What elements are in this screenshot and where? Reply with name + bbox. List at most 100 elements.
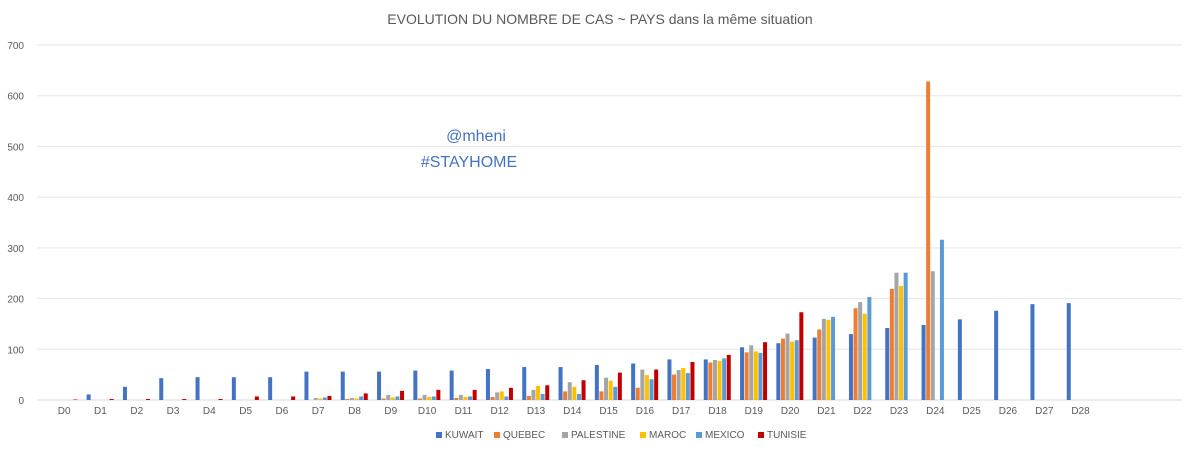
- bar-tunisie-d10: [436, 389, 441, 400]
- bar-mexico-d20: [794, 340, 799, 400]
- bar-maroc-d23: [899, 285, 904, 400]
- legend-item-quebec: QUEBEC: [494, 430, 545, 441]
- legend-label: QUEBEC: [503, 430, 545, 441]
- bar-mexico-d16: [649, 379, 654, 400]
- y-axis-ticks: 0 100 200 300 400 500 600 700: [7, 41, 24, 407]
- bar-quebec-d16: [635, 387, 640, 400]
- bar-tunisie-d18: [726, 354, 731, 400]
- bar-kuwait-d20: [776, 343, 781, 400]
- bar-quebec-d17: [672, 374, 677, 400]
- x-tick-label: D11: [455, 406, 473, 417]
- bar-maroc-d13: [536, 385, 541, 400]
- x-tick-label: D14: [563, 406, 582, 417]
- bar-mexico-d19: [758, 352, 763, 400]
- bar-palestine-d17: [676, 370, 681, 400]
- bar-palestine-d21: [821, 318, 826, 400]
- bar-palestine-d9: [386, 394, 391, 400]
- bar-quebec-d8: [345, 398, 350, 400]
- bar-tunisie-d16: [654, 369, 659, 400]
- bar-maroc-d15: [608, 380, 613, 400]
- bar-tunisie-d8: [363, 393, 368, 400]
- bar-tunisie-d2: [145, 398, 150, 400]
- x-tick-label: D16: [636, 406, 655, 417]
- x-tick-label: D15: [599, 406, 618, 417]
- bar-kuwait-d10: [413, 370, 418, 400]
- legend-swatch: [696, 432, 702, 438]
- x-tick-label: D7: [312, 406, 325, 417]
- bar-maroc-d10: [427, 396, 432, 400]
- chart-title: EVOLUTION DU NOMBRE DE CAS ~ PAYS dans l…: [387, 11, 812, 27]
- x-tick-label: D5: [239, 406, 252, 417]
- bar-kuwait-d24: [921, 324, 926, 400]
- x-tick-label: D24: [926, 406, 945, 417]
- bar-maroc-d19: [753, 351, 758, 400]
- bar-tunisie-d19: [763, 342, 768, 400]
- bar-quebec-d9: [381, 398, 386, 400]
- bar-tunisie-d5: [254, 396, 259, 400]
- legend-item-kuwait: KUWAIT: [436, 430, 484, 441]
- bar-tunisie-d0: [73, 399, 78, 400]
- bar-tunisie-d12: [508, 387, 513, 400]
- bar-quebec-d19: [744, 352, 749, 400]
- bar-quebec-d13: [526, 395, 531, 400]
- bar-kuwait-d9: [377, 371, 382, 400]
- legend-swatch: [494, 432, 500, 438]
- bar-palestine-d11: [458, 394, 463, 400]
- x-tick-label: D18: [708, 406, 727, 417]
- bar-maroc-d16: [644, 375, 649, 400]
- y-tick-label: 500: [7, 142, 24, 153]
- bar-mexico-d7: [322, 397, 327, 400]
- bar-kuwait-d12: [485, 369, 490, 400]
- bar-palestine-d7: [313, 397, 318, 400]
- x-tick-label: D4: [203, 406, 216, 417]
- legend-item-tunisie: TUNISIE: [758, 430, 807, 441]
- bar-maroc-d8: [354, 398, 359, 400]
- bar-mexico-d11: [468, 396, 473, 400]
- bar-kuwait-d15: [594, 365, 599, 400]
- bar-mexico-d21: [831, 316, 836, 400]
- watermark-hashtag: #STAYHOME: [421, 154, 517, 171]
- bar-maroc-d21: [826, 319, 831, 400]
- bar-mexico-d8: [359, 396, 364, 400]
- x-tick-label: D3: [167, 406, 180, 417]
- bar-kuwait-d3: [159, 378, 164, 400]
- legend-item-mexico: MEXICO: [696, 430, 745, 441]
- bar-quebec-d21: [817, 329, 822, 400]
- x-tick-label: D17: [672, 406, 691, 417]
- bar-mexico-d15: [613, 386, 618, 400]
- bar-kuwait-d23: [885, 327, 890, 400]
- x-tick-label: D13: [527, 406, 546, 417]
- bar-tunisie-d14: [581, 380, 586, 400]
- bar-kuwait-d19: [740, 347, 745, 400]
- x-tick-label: D21: [817, 406, 836, 417]
- x-tick-label: D23: [890, 406, 909, 417]
- x-axis-ticks: D0 D1 D2 D3 D4 D5 D6 D7 D8 D9 D10 D11 D12 D13 D14 D15 D1…: [58, 406, 1090, 417]
- bar-palestine-d15: [604, 377, 609, 400]
- bar-palestine-d12: [495, 392, 500, 400]
- bar-palestine-d20: [785, 333, 790, 400]
- bar-maroc-d14: [572, 386, 577, 400]
- legend-label: MEXICO: [705, 430, 745, 441]
- bar-palestine-d13: [531, 389, 536, 400]
- bar-quebec-d12: [490, 396, 495, 400]
- bar-kuwait-d28: [1066, 303, 1071, 400]
- bar-kuwait-d2: [122, 386, 127, 400]
- bar-quebec-d14: [563, 391, 568, 400]
- legend-label: TUNISIE: [767, 430, 807, 441]
- y-tick-label: 700: [7, 41, 24, 52]
- legend-swatch: [640, 432, 646, 438]
- bar-mexico-d12: [504, 396, 509, 400]
- watermark-handle: @mheni: [446, 128, 506, 145]
- bar-quebec-d23: [889, 288, 894, 400]
- bar-palestine-d22: [858, 302, 863, 400]
- bar-kuwait-d21: [812, 337, 817, 400]
- bar-kuwait-d26: [994, 310, 999, 400]
- y-tick-label: 600: [7, 92, 24, 103]
- x-tick-label: D28: [1071, 406, 1090, 417]
- gridlines: [37, 44, 1182, 401]
- bar-maroc-d7: [318, 398, 323, 400]
- legend-label: KUWAIT: [445, 430, 484, 441]
